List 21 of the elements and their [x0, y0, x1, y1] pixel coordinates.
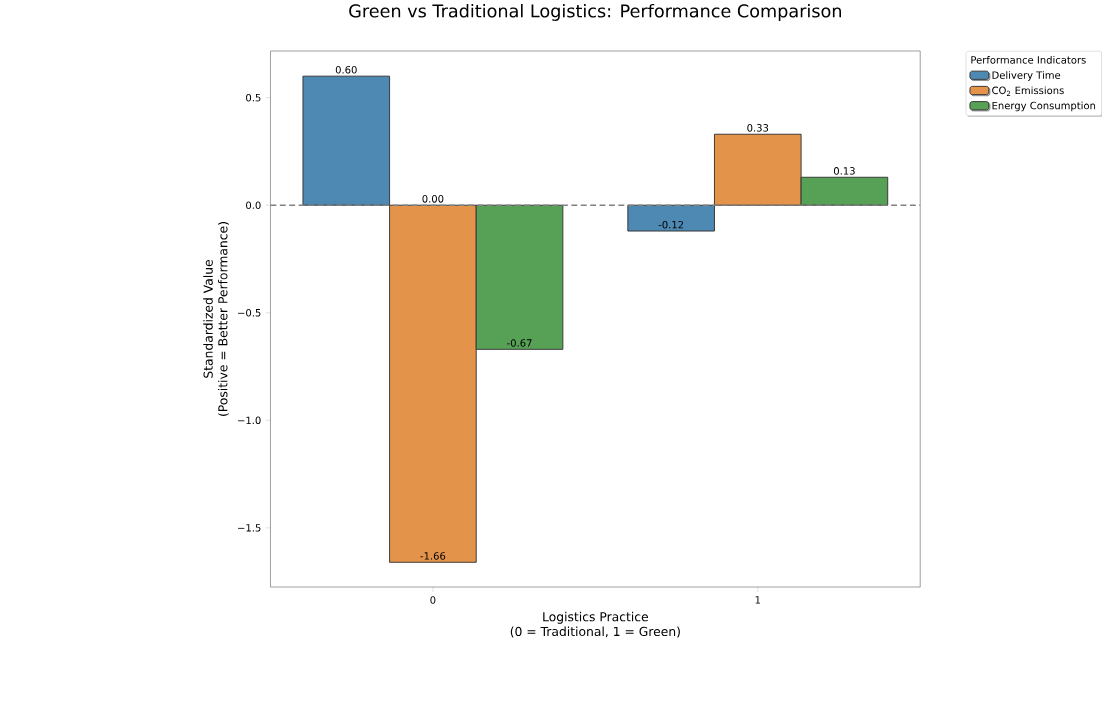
legend-label: CO$_{2}$ Emissions — [992, 86, 1064, 97]
x-tick-label: 0 — [430, 596, 436, 604]
data-label: 0.33 — [747, 124, 769, 132]
x-axis-title: Logistics Practice (0 = Traditional, 1 = Green) — [510, 612, 680, 638]
y-tick-label: −1.0 — [238, 416, 261, 425]
legend-label: Delivery Time — [992, 71, 1061, 82]
x-tick-label: 1 — [755, 596, 761, 604]
y-tick-label: 0.0 — [246, 201, 261, 210]
data-label: -1.66 — [420, 552, 446, 560]
annotation: 0.00 — [422, 195, 444, 203]
data-label: 0.60 — [335, 66, 357, 74]
data-label: -0.12 — [658, 221, 684, 229]
y-tick-label: −0.5 — [238, 309, 261, 317]
data-label: -0.67 — [507, 339, 532, 347]
y-tick-label: −1.5 — [238, 524, 261, 532]
legend-title: Performance Indicators — [971, 56, 1086, 64]
data-label: 0.13 — [833, 167, 855, 175]
legend-label: Energy Consumption — [992, 101, 1096, 112]
y-axis-title: Standardized Value (Positive = Better Performance) — [203, 222, 229, 417]
y-tick-label: 0.5 — [246, 94, 261, 102]
chart-title: Green vs Traditional Logistics: Performance Comparison — [349, 4, 841, 22]
